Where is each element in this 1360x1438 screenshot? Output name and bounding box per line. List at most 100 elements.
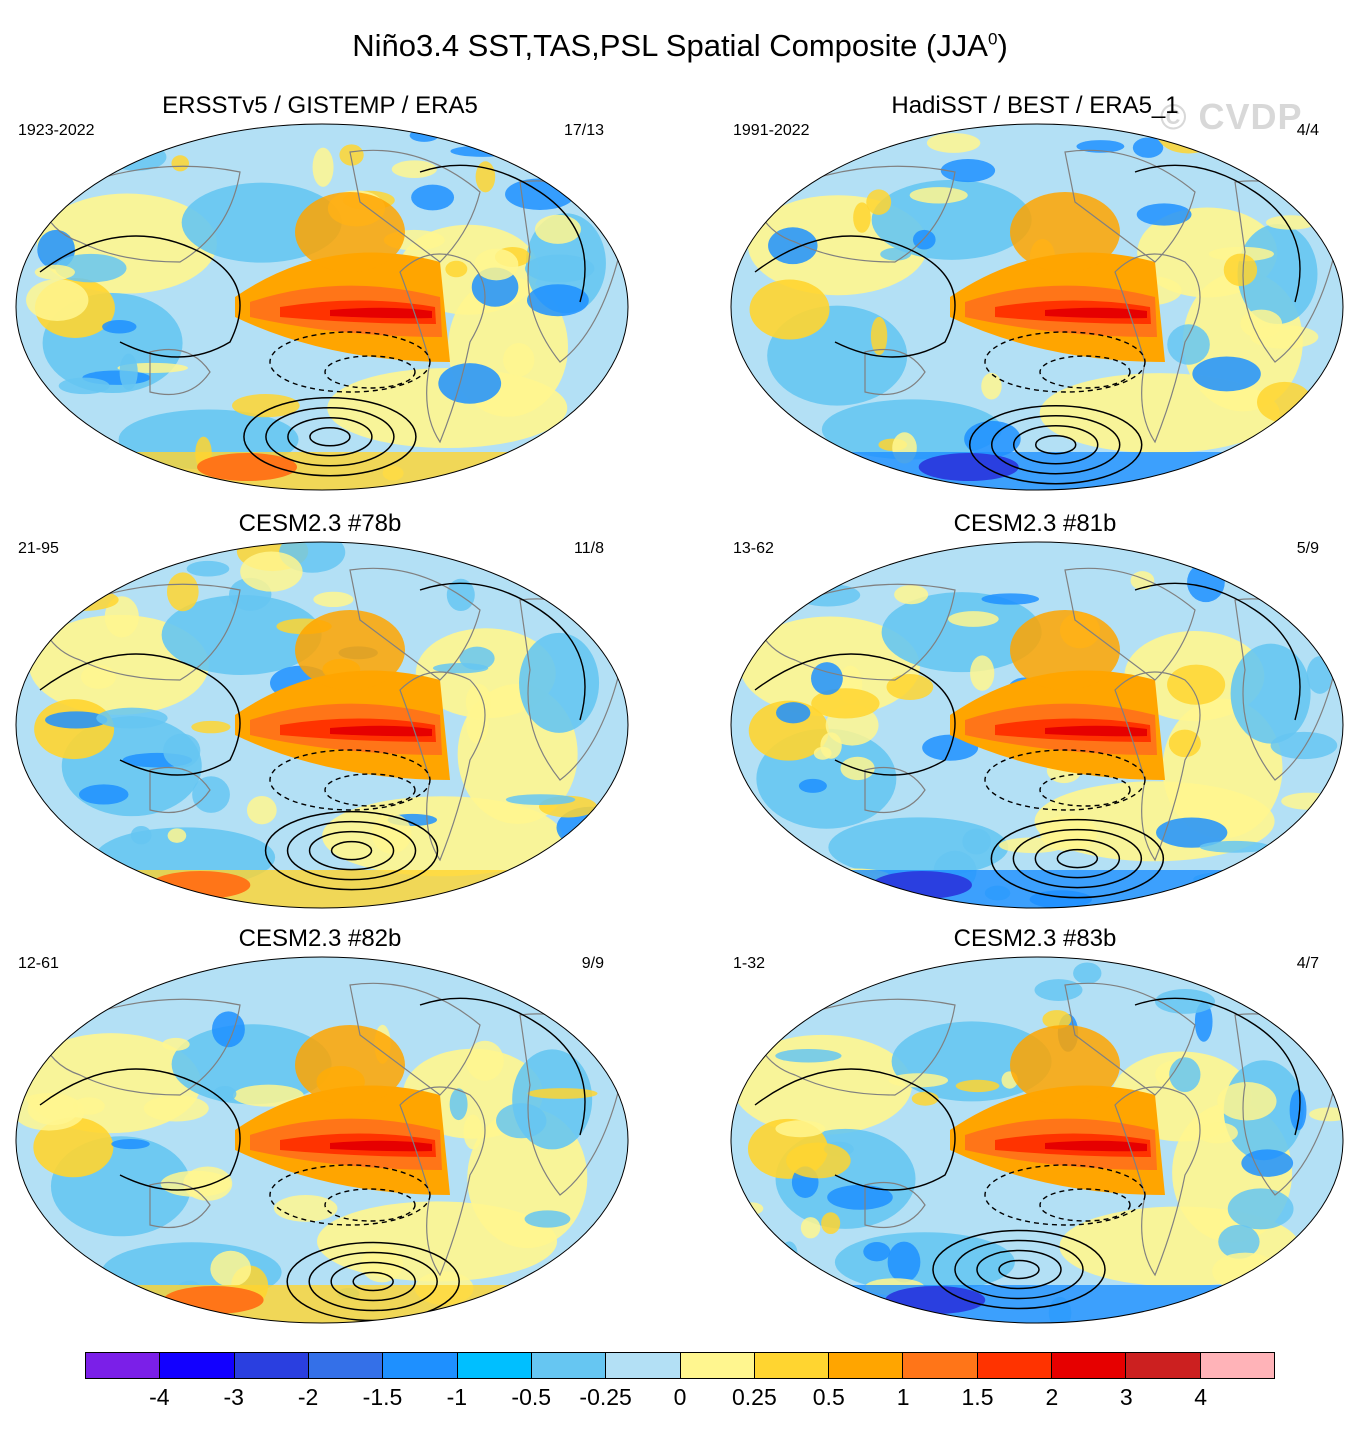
map-psl-contour-negative	[1039, 1188, 1131, 1222]
map-anomaly-speckle	[1240, 309, 1283, 339]
map-anomaly-speckle	[409, 128, 439, 142]
map-anomaly-speckle	[1316, 622, 1343, 656]
map-anomaly-speckle	[475, 161, 496, 193]
panel-title: ERSSTv5 / GISTEMP / ERA5	[162, 92, 478, 119]
panel-count: 9/9	[581, 955, 604, 972]
map-anomaly-patch	[1230, 643, 1311, 744]
map-anomaly-speckle	[79, 784, 129, 805]
map-anomaly-patch	[34, 699, 115, 760]
map-anomaly-patch	[161, 594, 322, 675]
map-anomaly-speckle	[1169, 1057, 1201, 1093]
colorbar-swatch	[829, 1353, 904, 1378]
map-psl-contour	[1134, 164, 1301, 303]
map-anomaly-speckle	[606, 1210, 628, 1234]
map-anomaly-speckle	[888, 1073, 949, 1088]
map-anomaly-patch	[749, 279, 830, 340]
map-anomaly-speckle	[119, 353, 138, 391]
map-anomaly-speckle	[798, 778, 827, 793]
map-anomaly-speckle	[534, 214, 581, 244]
map-psl-contour	[330, 840, 373, 861]
map-anomaly-speckle	[740, 1202, 764, 1215]
map-anomaly-speckle	[246, 795, 277, 825]
map-antarctic-anomaly	[885, 1286, 986, 1314]
map-anomaly-speckle	[1073, 962, 1102, 985]
colorbar-tick-label: 2	[1045, 1384, 1059, 1410]
map-nino-peak	[330, 725, 432, 737]
map-coastline	[864, 1181, 926, 1229]
map-anomaly-speckle	[764, 437, 830, 470]
colorbar-swatch	[383, 1353, 458, 1378]
colorbar-tick-label: 1	[896, 1384, 910, 1410]
colorbar-swatch	[754, 1353, 830, 1378]
map-anomaly-patch	[732, 1034, 913, 1135]
map-anomaly-speckle	[800, 1217, 821, 1239]
map-coastline	[864, 766, 926, 814]
map-anomaly-speckle	[821, 460, 850, 481]
map-anomaly-speckle	[16, 599, 76, 617]
map-anomaly-speckle	[524, 254, 595, 283]
map-anomaly-speckle	[1168, 729, 1201, 758]
map-anomaly-speckle	[167, 828, 187, 843]
map-anomaly-speckle	[1187, 562, 1225, 603]
map-coastline	[349, 567, 481, 681]
map-anomaly-speckle	[870, 316, 888, 356]
map-antarctic-anomaly	[918, 453, 1019, 481]
panel-years: 1991-2022	[733, 122, 810, 139]
map-nino-peak	[1045, 1140, 1147, 1152]
map-coastline	[39, 165, 241, 263]
panel-title: CESM2.3 #81b	[953, 510, 1117, 537]
map-outline	[15, 956, 629, 1324]
map-anomaly-speckle	[192, 776, 230, 813]
map-anomaly-speckle	[962, 828, 991, 855]
map-anomaly-speckle	[1132, 137, 1164, 158]
map-anomaly-speckle	[438, 363, 502, 404]
map-cesm-78b	[15, 541, 629, 909]
map-psl-contour	[1134, 582, 1301, 721]
map-psl-contour-negative	[269, 1164, 431, 1226]
colorbar-tick-label: 1.5	[961, 1384, 994, 1410]
map-anomaly-speckle	[21, 994, 64, 1033]
map-anomaly-speckle	[811, 688, 880, 719]
map-psl-contour	[39, 653, 241, 776]
map-anomaly-speckle	[446, 578, 475, 612]
panel-count: 5/9	[1296, 540, 1319, 557]
colorbar-swatch	[1052, 1353, 1127, 1378]
map-anomaly-speckle	[445, 260, 468, 278]
map-coastline	[149, 1181, 211, 1229]
main-title: Niño3.4 SST,TAS,PSL Spatial Composite (J…	[0, 28, 1360, 64]
map-anomaly-patch	[871, 179, 1032, 260]
map-anomaly-speckle	[554, 469, 621, 490]
colorbar-tick-label: 4	[1194, 1384, 1208, 1410]
map-anomaly-speckle	[474, 248, 519, 281]
map-outline	[15, 541, 629, 909]
map-anomaly-speckle	[821, 1212, 841, 1235]
map-coastline	[349, 149, 481, 263]
map-psl-contour	[330, 1261, 416, 1302]
map-anomaly-speckle	[836, 136, 881, 149]
map-anomaly-speckle	[503, 343, 535, 377]
map-anomaly-speckle	[166, 572, 199, 612]
map-anomaly-speckle	[955, 1079, 1000, 1093]
panel-title: HadiSST / BEST / ERA5_1	[891, 92, 1179, 119]
map-psl-contour	[264, 810, 439, 891]
map-coastline	[754, 165, 956, 263]
map-psl-contour-negative	[269, 749, 431, 811]
map-anomaly-speckle	[505, 178, 576, 210]
map-anomaly-speckle	[866, 189, 892, 215]
map-psl-contour	[990, 818, 1165, 899]
map-anomaly-speckle	[981, 372, 1002, 400]
map-psl-contour	[990, 414, 1121, 475]
map-anomaly-speckle	[1034, 979, 1083, 1001]
map-psl-contour-negative	[984, 331, 1146, 393]
map-coastline	[39, 583, 241, 681]
map-anomaly-speckle	[115, 977, 149, 993]
map-psl-contour	[754, 653, 956, 776]
map-antarctic-anomaly	[163, 1286, 264, 1314]
map-anomaly-speckle	[61, 1295, 126, 1316]
map-anomaly-speckle	[232, 393, 300, 418]
colorbar-tick-label: 3	[1119, 1384, 1133, 1410]
colorbar-swatch	[457, 1353, 532, 1378]
map-psl-contour	[419, 997, 586, 1136]
map-psl-contour	[1056, 848, 1099, 869]
map-psl-contour	[932, 1229, 1106, 1310]
